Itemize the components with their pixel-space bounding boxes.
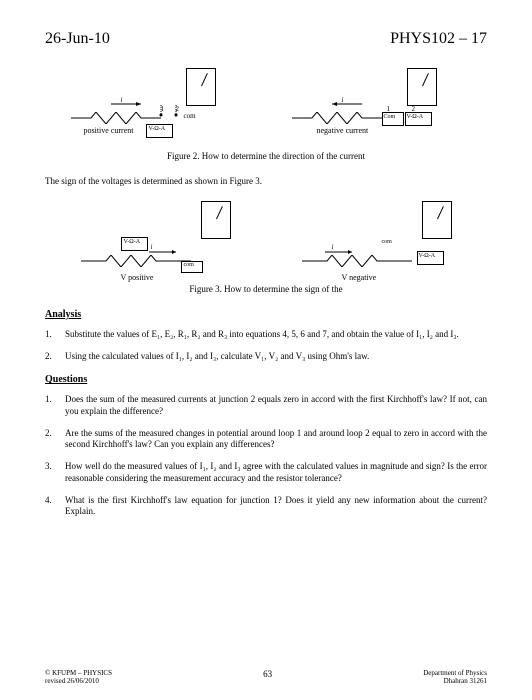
com-label: com <box>184 112 196 120</box>
list-item: 3.How well do the measured values of I₁,… <box>45 461 487 484</box>
page: 26-Jun-10 PHYS102 – 17 i 1 2 com <box>0 0 532 700</box>
voa-label: V-Ω-A <box>419 253 436 259</box>
header-course: PHYS102 – 17 <box>390 30 487 48</box>
figure-3-caption: Figure 3. How to determine the sign of t… <box>45 284 487 294</box>
analysis-list: 1.Substitute the values of E₁, E₂, R₁, R… <box>45 329 487 362</box>
resistor-icon <box>292 112 382 124</box>
list-item: 1.Substitute the values of E₁, E₂, R₁, R… <box>45 329 487 341</box>
item-text: Are the sums of the measured changes in … <box>65 428 487 451</box>
figure-2-right: i 1 2 Com V-Ω-A negative current <box>287 68 467 143</box>
item-number: 4. <box>45 495 65 518</box>
footer-copyright: © KFUPM – PHYSICS <box>45 669 112 677</box>
footer-revised: revised 26/06/2010 <box>45 677 112 685</box>
meter-box <box>422 201 452 239</box>
list-item: 2.Are the sums of the measured changes i… <box>45 428 487 451</box>
item-text: Does the sum of the measured currents at… <box>65 394 487 417</box>
page-footer: © KFUPM – PHYSICS revised 26/06/2010 63 … <box>45 669 487 685</box>
com-label: Com <box>384 114 396 120</box>
figure-3-left: V-Ω-A i com V positive <box>66 201 246 276</box>
meter-needle <box>437 206 444 219</box>
resistor-icon <box>71 112 161 124</box>
item-text: How well do the measured values of I₁, I… <box>65 461 487 484</box>
resistor-icon <box>81 255 191 267</box>
footer-department: Department of Physics <box>423 669 487 677</box>
negative-current-label: negative current <box>317 126 369 135</box>
positive-current-label: positive current <box>84 126 134 135</box>
item-number: 3. <box>45 461 65 484</box>
item-number: 1. <box>45 394 65 417</box>
item-text: Substitute the values of E₁, E₂, R₁, R₂ … <box>65 329 487 341</box>
resistor-icon <box>302 255 412 267</box>
page-number: 63 <box>263 669 272 685</box>
voa-label: V-Ω-A <box>124 239 141 245</box>
figure-2: i 1 2 com V-Ω-A positive curre <box>45 68 487 143</box>
list-item: 4.What is the first Kirchhoff's law equa… <box>45 495 487 518</box>
figure-2-caption: Figure 2. How to determine the direction… <box>45 151 487 161</box>
arrow-icon <box>327 101 367 107</box>
page-header: 26-Jun-10 PHYS102 – 17 <box>45 30 487 48</box>
questions-heading: Questions <box>45 374 487 385</box>
meter-box <box>201 201 231 239</box>
meter-box <box>186 68 216 106</box>
meter-box <box>407 68 437 106</box>
list-item: 2.Using the calculated values of I₁, I₂ … <box>45 351 487 363</box>
arrow-icon <box>106 101 146 107</box>
item-number: 2. <box>45 351 65 363</box>
footer-right: Department of Physics Dhahran 31261 <box>423 669 487 685</box>
item-number: 1. <box>45 329 65 341</box>
item-number: 2. <box>45 428 65 451</box>
figure-2-left: i 1 2 com V-Ω-A positive curre <box>66 68 246 143</box>
header-date: 26-Jun-10 <box>45 30 110 48</box>
figure-3-right: com i V-Ω-A V negative <box>287 201 467 276</box>
list-item: 1.Does the sum of the measured currents … <box>45 394 487 417</box>
meter-needle <box>422 73 429 86</box>
intro-text: The sign of the voltages is determined a… <box>45 176 487 186</box>
v-positive-label: V positive <box>121 273 154 282</box>
questions-list: 1.Does the sum of the measured currents … <box>45 394 487 518</box>
voa-label: V-Ω-A <box>407 114 424 120</box>
analysis-heading: Analysis <box>45 309 487 320</box>
meter-needle <box>216 206 223 219</box>
item-text: Using the calculated values of I₁, I₂ an… <box>65 351 487 363</box>
figure-3: V-Ω-A i com V positive com i <box>45 201 487 276</box>
v-negative-label: V negative <box>342 273 377 282</box>
item-text: What is the first Kirchhoff's law equati… <box>65 495 487 518</box>
footer-left: © KFUPM – PHYSICS revised 26/06/2010 <box>45 669 112 685</box>
com-label: com <box>382 239 392 245</box>
voa-label: V-Ω-A <box>149 126 166 132</box>
meter-needle <box>201 73 208 86</box>
com-label: com <box>184 262 194 268</box>
footer-location: Dhahran 31261 <box>423 677 487 685</box>
